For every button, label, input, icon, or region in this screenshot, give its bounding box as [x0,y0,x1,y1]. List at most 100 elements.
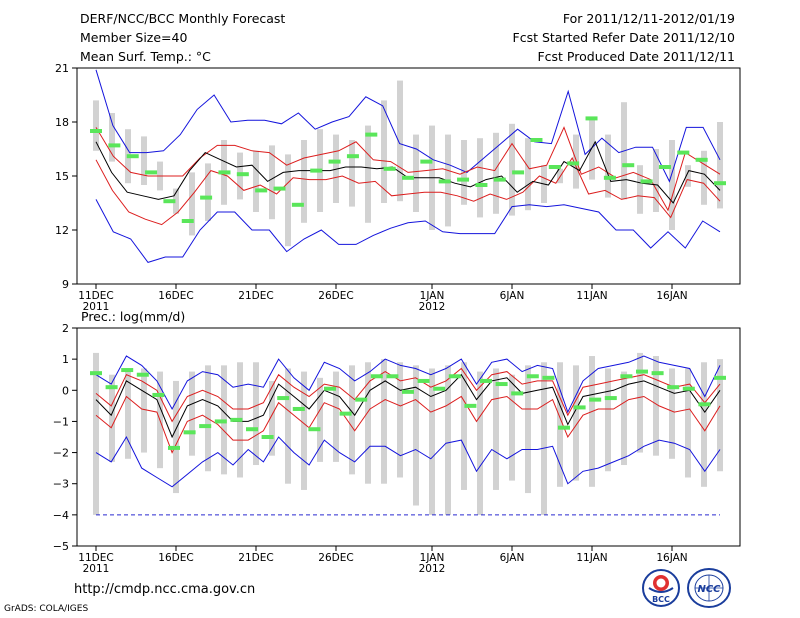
prec-box [125,371,131,459]
prec-box [397,362,403,478]
temp-observed-mark [90,129,102,133]
prec-box [109,374,115,462]
prec-observed-mark [121,368,134,373]
header-start-date: Fcst Started Refer Date 2011/12/10 [512,30,736,45]
temp-box [205,163,211,221]
temp-observed-mark [383,166,396,171]
temp-x-year-label: 2011 [83,301,110,313]
prec-observed-mark [105,385,118,390]
prec-box [349,365,355,475]
temp-y-tick-label: 18 [55,116,69,129]
temp-y-tick-label: 9 [62,278,69,291]
prec-observed-mark [199,424,212,429]
temp-y-tick-label: 12 [55,224,69,237]
prec-x-tick-label: 11JAN [576,552,607,564]
prec-observed-mark [667,385,680,390]
temp-x-tick-label: 21DEC [238,290,273,302]
prec-box [573,365,579,481]
prec-observed-mark [682,386,695,391]
prec-observed-mark [292,406,305,411]
temp-observed-mark [402,175,414,180]
temp-observed-mark [218,170,231,175]
prec-box [381,359,387,484]
prec-observed-mark [433,386,446,391]
prec-box [493,368,499,490]
temp-box [701,150,707,205]
temp-box [397,80,403,202]
prec-observed-mark [168,445,180,450]
prec-box [717,359,723,472]
temp-observed-mark [622,163,635,168]
prec-observed-mark [324,386,336,391]
prec-box [301,371,307,490]
prec-x-tick-label: 21DEC [238,552,273,564]
temp-box [93,100,99,151]
prec-x-year-label: 2011 [83,563,110,575]
bcc-logo: BCC [642,569,680,607]
temp-observed-mark [291,202,304,207]
temp-observed-mark [475,183,488,187]
prec-observed-mark [651,371,664,376]
prec-box [509,374,515,481]
temp-box [269,145,275,220]
temp-box [605,134,611,198]
temp-observed-mark [695,157,708,162]
prec-observed-mark [370,374,383,379]
temp-observed-mark [512,170,525,175]
prec-observed-mark [136,372,149,377]
temp-box [637,165,643,214]
temp-observed-mark [200,195,213,200]
prec-envelope-high-line [95,355,721,414]
temp-x-year-label: 2012 [419,301,446,313]
prec-x-tick-label: 16DEC [158,552,193,564]
prec-y-tick-label: 1 [62,353,69,366]
temp-observed-mark [677,150,690,155]
temp-observed-mark [640,179,653,184]
prec-box [701,362,707,487]
prec-x-tick-label: 1JAN [420,552,445,564]
header-line-3: Mean Surf. Temp.: °C [80,49,211,64]
prec-observed-mark [636,369,648,374]
prec-observed-mark [261,435,274,439]
prec-y-tick-label: −1 [53,415,69,428]
temp-box [253,150,259,212]
prec-box [621,371,627,466]
temp-observed-mark [714,181,726,186]
temp-box [173,188,179,214]
temp-x-tick-label: 6JAN [500,290,525,302]
temp-box [189,172,195,236]
prec-box [429,368,435,515]
ncc-logo: NCC [687,568,731,608]
prec-observed-mark [526,374,539,379]
temp-x-tick-label: 11JAN [576,290,607,302]
prec-x-tick-label: 11DEC [78,552,113,564]
prec-x-tick-label: 6JAN [500,552,525,564]
prec-box [317,377,323,462]
prec-ensemble-mean-line [95,373,721,439]
prec-observed-mark [339,411,352,416]
prec-observed-mark [90,371,102,376]
temp-observed-mark [255,188,268,193]
prec-observed-mark [589,397,602,402]
temp-observed-mark [420,159,433,164]
prec-y-tick-label: 2 [62,322,69,335]
temp-x-tick-label: 1JAN [420,290,445,302]
temp-y-tick-label: 15 [55,170,69,183]
prec-observed-mark [714,375,726,380]
prec-y-tick-label: 0 [62,384,69,397]
prec-observed-mark [698,402,711,407]
footer-url[interactable]: http://cmdp.ncc.cma.gov.cn [74,582,256,597]
prec-observed-mark [448,374,461,379]
temp-box [109,113,115,162]
temp-x-tick-label: 11DEC [78,290,113,302]
prec-observed-mark [495,382,508,387]
prec-envelope-low-line [95,435,721,488]
prec-observed-mark [417,378,430,383]
header-produced-date: Fcst Produced Date 2011/12/11 [537,49,735,64]
prec-box [477,371,483,515]
prec-spread-low-line [95,395,721,454]
temp-box [285,154,291,247]
prec-box [269,380,275,456]
prec-observed-mark [480,378,492,383]
bcc-logo-text: BCC [652,595,670,604]
